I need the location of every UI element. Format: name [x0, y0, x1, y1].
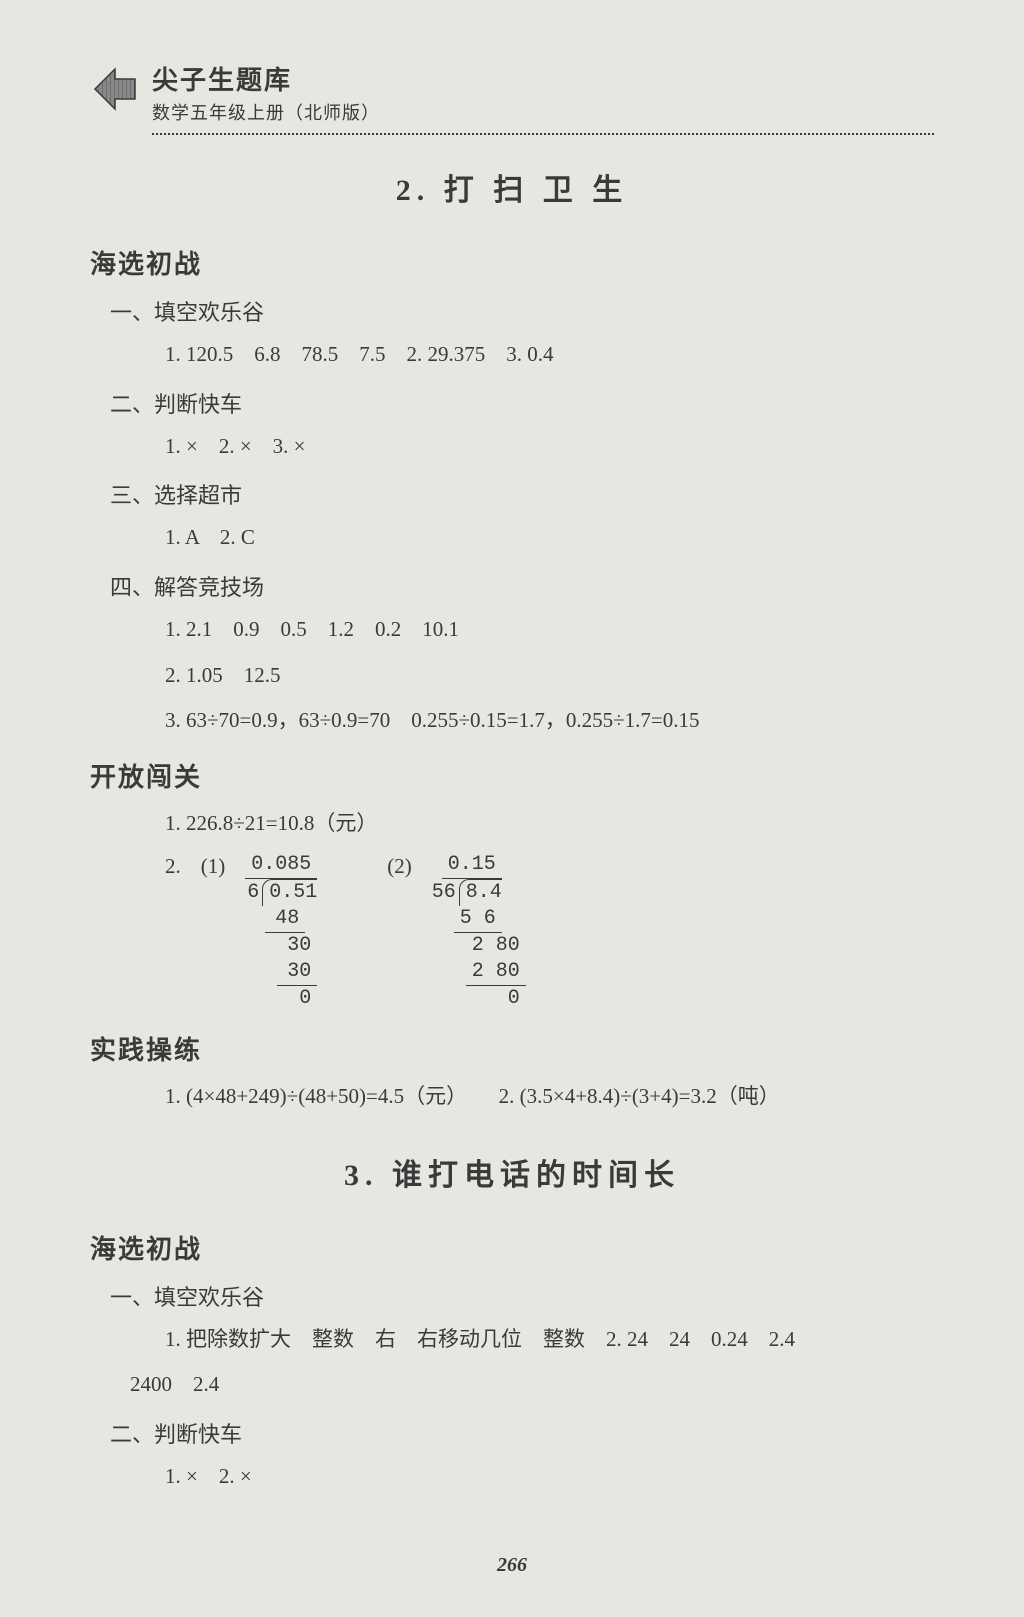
- divisor: 56: [432, 881, 456, 904]
- book-subtitle: 数学五年级上册（北师版）: [152, 99, 380, 125]
- page-header: 尖子生题库 数学五年级上册（北师版）: [90, 60, 934, 125]
- long-division-row: 2. (1) 0.085 60.51 48 30 30 0 (2) 0.15 5…: [165, 852, 934, 1012]
- answer-line: 1. 2.1 0.9 0.5 1.2 0.2 10.1: [165, 612, 934, 648]
- answer-line: 1. 120.5 6.8 78.5 7.5 2. 29.375 3. 0.4: [165, 337, 934, 373]
- chapter-title-2: 2. 打 扫 卫 生: [90, 165, 934, 209]
- long-division-2: 0.15 568.4 5 6 2 80 2 80 0: [432, 852, 526, 1012]
- answer-line: 1. A 2. C: [165, 520, 934, 556]
- subsection-4: 四、解答竞技场: [110, 570, 934, 602]
- answer-line: 1. 把除数扩大 整数 右 右移动几位 整数 2. 24 24 0.24 2.4: [165, 1322, 934, 1358]
- subitem-label-1: (1): [201, 854, 226, 1012]
- subsection-1: 一、填空欢乐谷: [110, 295, 934, 327]
- book-title: 尖子生题库: [152, 60, 380, 97]
- division-step: 30: [281, 933, 317, 959]
- dividend: 8.4: [459, 879, 502, 906]
- divider-dotted: [152, 133, 934, 135]
- item-number: 2.: [165, 854, 181, 1012]
- header-text: 尖子生题库 数学五年级上册（北师版）: [152, 60, 380, 125]
- quotient: 0.15: [442, 852, 502, 879]
- answer-line: 1. × 2. × 3. ×: [165, 429, 934, 465]
- quotient: 0.085: [245, 852, 317, 879]
- answer-line: 2. 1.05 12.5: [165, 658, 934, 694]
- division-step: 5 6: [454, 906, 502, 933]
- subsection-3: 三、选择超市: [110, 478, 934, 510]
- division-step: 2 80: [466, 933, 526, 959]
- answer-line: 1. (4×48+249)÷(48+50)=4.5（元） 2. (3.5×4+8…: [165, 1079, 934, 1115]
- division-step: 2 80: [466, 959, 526, 986]
- subsection-2: 二、判断快车: [110, 387, 934, 419]
- answer-line: 3. 63÷70=0.9，63÷0.9=70 0.255÷0.15=1.7，0.…: [165, 703, 934, 739]
- dividend: 0.51: [262, 879, 317, 906]
- subsection-2b: 二、判断快车: [110, 1417, 934, 1449]
- division-remainder: 0: [293, 986, 317, 1012]
- page-number: 266: [497, 1554, 527, 1577]
- section-kaifang: 开放闯关: [90, 757, 934, 794]
- divisor: 6: [247, 881, 259, 904]
- subitem-label-2: (2): [387, 854, 412, 1012]
- section-shijian: 实践操练: [90, 1030, 934, 1067]
- division-step: 30: [277, 959, 317, 986]
- section-haixuan-2: 海选初战: [90, 1229, 934, 1266]
- division-remainder: 0: [502, 986, 526, 1012]
- answer-line: 1. 226.8÷21=10.8（元）: [165, 806, 934, 842]
- section-haixuan: 海选初战: [90, 244, 934, 281]
- answer-line: 1. × 2. ×: [165, 1459, 934, 1495]
- answer-line: 2400 2.4: [130, 1367, 934, 1403]
- chapter-title-3: 3. 谁打电话的时间长: [90, 1150, 934, 1194]
- arrow-icon: [90, 64, 140, 114]
- long-division-1: 0.085 60.51 48 30 30 0: [245, 852, 317, 1012]
- division-step: 48: [265, 906, 305, 933]
- subsection-1b: 一、填空欢乐谷: [110, 1280, 934, 1312]
